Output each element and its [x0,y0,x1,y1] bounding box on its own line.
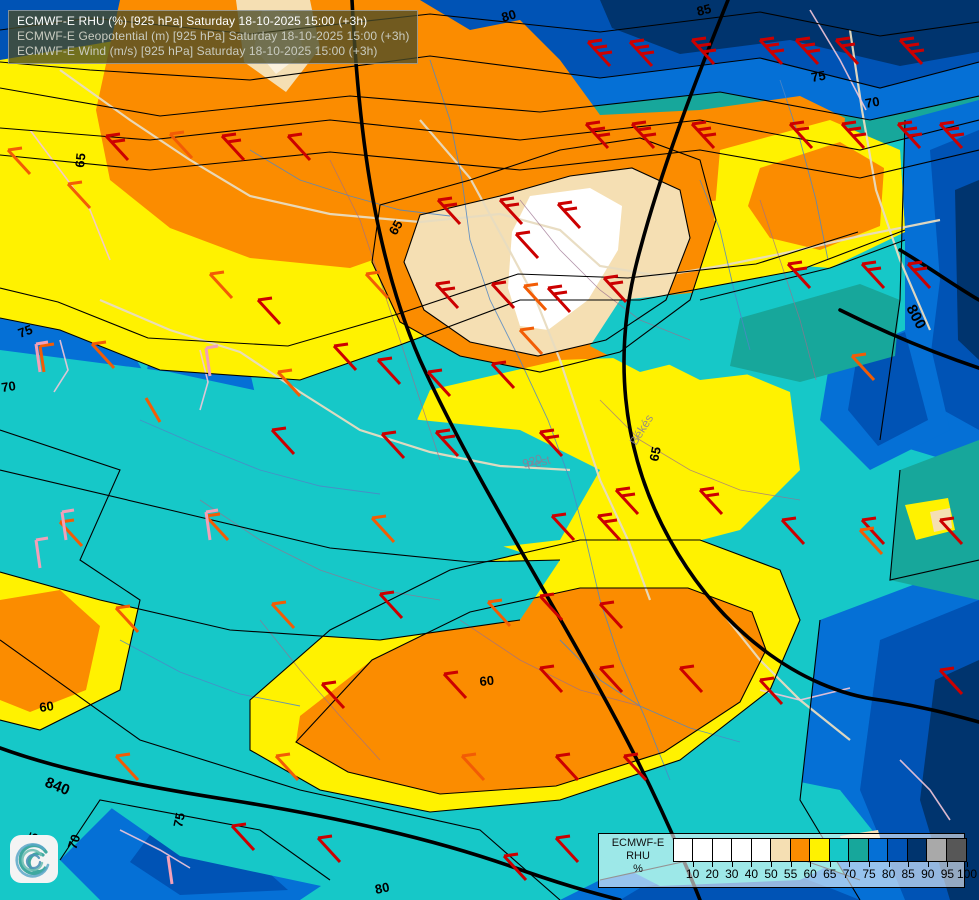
legend-tick-label: 50 [764,867,778,881]
legend-tick-label: 60 [803,867,817,881]
svg-text:65: 65 [72,152,88,168]
legend-tick-label: 20 [705,867,719,881]
legend-tick-label: 10 [685,867,700,881]
legend-tick-label: 65 [823,867,837,881]
title-line-rhu: ECMWF-E RHU (%) [925 hPa] Saturday 18-10… [17,14,368,28]
legend-swatch [849,839,869,861]
legend-tick-label: 55 [783,867,798,881]
legend-swatch [732,839,752,861]
legend-ticks: 10 20 30 40 50 55 60 65 70 75 80 85 90 95 100 [673,862,977,886]
svg-text:65: 65 [646,445,664,462]
svg-text:Pest: Pest [525,453,553,473]
svg-text:920: 920 [521,451,545,471]
legend-tick [751,862,753,867]
legend-swatch [693,839,713,861]
legend-tick-label: 95 [940,867,955,881]
svg-text:70: 70 [65,833,84,851]
legend-tick-label: 80 [881,867,896,881]
legend-swatch [751,839,772,861]
legend-tick [967,862,968,867]
legend-model: ECMWF-E [611,837,665,849]
svg-text:80: 80 [374,879,391,897]
svg-text:75: 75 [170,811,188,828]
svg-text:65: 65 [386,217,406,237]
app-logo[interactable] [10,835,58,883]
map-title-overlay: ECMWF-E RHU (%) [925 hPa] Saturday 18-10… [8,10,419,64]
legend-swatch [790,839,811,861]
legend-tick [829,862,831,867]
legend-unit: % [633,863,643,875]
legend-tick [927,862,929,867]
legend-swatches [673,838,967,862]
legend-tick-label: 30 [725,867,739,881]
svg-text:60: 60 [38,698,54,715]
title-line-geopotential: ECMWF-E Geopotential (m) [925 hPa] Satur… [17,29,410,43]
svg-text:60: 60 [479,673,495,689]
roads [29,9,951,869]
wind-barbs-layer [6,36,965,885]
svg-text:85: 85 [695,1,713,19]
legend-swatch [829,839,850,861]
legend-tick [810,862,812,867]
legend-swatch [868,839,889,861]
legend-tick [908,862,910,867]
legend-swatch [771,839,791,861]
legend-tick [849,862,851,867]
legend-tick [731,862,733,867]
legend-title: ECMWF-E RHU % [603,837,673,876]
svg-text:80: 80 [500,6,518,24]
legend-tick [712,862,714,867]
legend-tick [947,862,949,867]
color-scale-legend: ECMWF-E RHU % 10 20 30 40 50 55 60 65 70 75 80 85 90… [598,833,977,888]
title-line-wind: ECMWF-E Wind (m/s) [925 hPa] Saturday 18… [17,44,378,58]
legend-swatch [946,839,967,861]
legend-tick [692,862,694,867]
svg-text:75: 75 [810,68,827,85]
legend-tick-label: 75 [862,867,876,881]
legend-tick-label: 90 [921,867,935,881]
legend-tick [888,862,890,867]
legend-tick-label: 85 [901,867,915,881]
legend-swatch [927,839,947,861]
svg-text:70: 70 [864,94,881,111]
legend-tick-label: 100 [956,867,978,881]
legend-swatch [810,839,830,861]
legend-parameter: RHU [626,850,650,862]
geography-layer [29,9,951,869]
spiral-icon [15,843,50,878]
svg-text:70: 70 [0,378,16,395]
legend-tick-label: 40 [744,867,759,881]
legend-tick [869,862,870,867]
svg-text:75: 75 [16,322,35,341]
legend-swatch [907,839,928,861]
legend-swatch [712,839,733,861]
legend-swatch [888,839,908,861]
legend-tick [771,862,772,867]
legend-tick-label: 70 [842,867,857,881]
legend-tick [790,862,792,867]
legend-swatch [674,839,694,861]
